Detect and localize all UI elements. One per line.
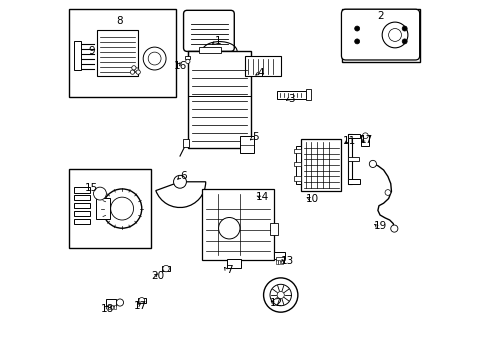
FancyBboxPatch shape xyxy=(184,10,234,51)
Bar xyxy=(183,139,189,147)
Circle shape xyxy=(270,284,292,306)
Text: 9: 9 xyxy=(89,46,96,57)
Circle shape xyxy=(102,189,142,228)
Text: 16: 16 xyxy=(174,61,187,71)
Circle shape xyxy=(132,66,136,70)
Text: 20: 20 xyxy=(151,271,164,282)
Text: 5: 5 xyxy=(252,132,259,142)
Circle shape xyxy=(264,278,298,312)
Bar xyxy=(294,162,301,166)
Text: 2: 2 xyxy=(377,11,384,21)
Bar xyxy=(185,57,190,59)
Circle shape xyxy=(186,59,190,64)
Circle shape xyxy=(94,187,106,200)
Bar xyxy=(348,134,360,138)
Bar xyxy=(348,179,360,184)
Bar xyxy=(108,305,110,309)
Bar xyxy=(348,134,352,184)
Bar xyxy=(69,169,151,248)
Bar xyxy=(276,257,284,261)
Bar xyxy=(270,223,278,235)
Text: 11: 11 xyxy=(343,136,356,147)
Circle shape xyxy=(139,297,145,303)
Circle shape xyxy=(148,52,161,65)
FancyBboxPatch shape xyxy=(342,9,419,60)
Bar xyxy=(342,9,420,62)
Bar xyxy=(245,56,281,76)
Circle shape xyxy=(135,68,139,72)
Bar xyxy=(74,41,81,70)
Text: 19: 19 xyxy=(373,221,387,231)
Wedge shape xyxy=(156,182,206,207)
Bar xyxy=(74,219,90,224)
Bar xyxy=(294,149,301,153)
Bar xyxy=(74,203,90,208)
Circle shape xyxy=(130,70,135,74)
Text: 8: 8 xyxy=(116,16,122,26)
Bar xyxy=(362,135,369,146)
Bar xyxy=(111,305,113,309)
Text: 13: 13 xyxy=(281,256,294,266)
Bar xyxy=(306,89,312,100)
Circle shape xyxy=(355,26,360,31)
Circle shape xyxy=(402,26,407,31)
Text: 14: 14 xyxy=(255,192,269,202)
Bar xyxy=(281,260,283,264)
Circle shape xyxy=(163,265,169,272)
Bar xyxy=(276,260,277,264)
Bar xyxy=(74,195,90,201)
Text: 15: 15 xyxy=(85,183,98,193)
Text: 18: 18 xyxy=(101,303,114,314)
Bar xyxy=(162,266,170,271)
Bar xyxy=(274,252,285,259)
Text: 17: 17 xyxy=(360,135,373,145)
Circle shape xyxy=(111,197,134,220)
Bar xyxy=(301,139,342,192)
Text: 17: 17 xyxy=(134,301,147,311)
Bar xyxy=(294,176,301,181)
Circle shape xyxy=(117,299,123,306)
Text: 12: 12 xyxy=(270,298,283,308)
Circle shape xyxy=(219,217,240,239)
Bar xyxy=(348,157,359,161)
Circle shape xyxy=(277,292,284,298)
Text: 6: 6 xyxy=(180,171,187,181)
Bar xyxy=(277,91,306,99)
Bar xyxy=(97,30,138,76)
Circle shape xyxy=(143,47,166,70)
Bar xyxy=(114,305,116,309)
Text: 1: 1 xyxy=(215,36,221,46)
Text: 10: 10 xyxy=(306,194,319,203)
Bar xyxy=(296,146,301,184)
Text: 4: 4 xyxy=(258,68,265,78)
Bar xyxy=(278,260,280,264)
Circle shape xyxy=(385,190,391,195)
Bar xyxy=(138,297,146,303)
Bar xyxy=(241,136,254,153)
Circle shape xyxy=(382,22,408,48)
Bar xyxy=(74,187,90,193)
Bar xyxy=(74,211,90,216)
Bar xyxy=(227,259,242,268)
Circle shape xyxy=(355,39,360,44)
Bar xyxy=(188,51,251,148)
Bar xyxy=(69,9,176,97)
Bar xyxy=(198,47,220,53)
Circle shape xyxy=(136,70,140,74)
Circle shape xyxy=(173,175,186,188)
Circle shape xyxy=(391,225,398,232)
Bar xyxy=(96,198,110,219)
Text: 3: 3 xyxy=(288,94,295,104)
Text: 7: 7 xyxy=(225,265,232,275)
Circle shape xyxy=(369,160,376,167)
Circle shape xyxy=(389,28,401,41)
Bar xyxy=(106,299,117,306)
Bar xyxy=(202,189,273,260)
Circle shape xyxy=(363,133,368,139)
Circle shape xyxy=(402,39,407,44)
